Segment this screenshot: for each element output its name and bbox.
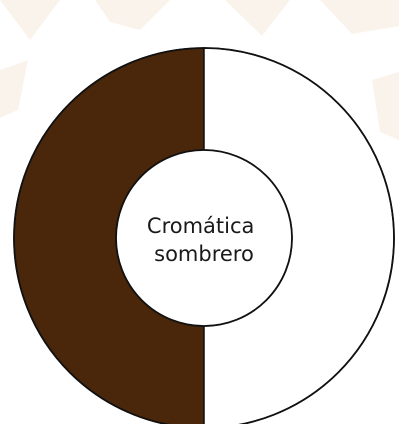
background-shape	[95, 0, 170, 30]
donut-center-hole	[115, 149, 293, 327]
donut-outer-outline	[13, 47, 395, 424]
center-label: Cromática sombrero	[147, 214, 261, 266]
background-shape	[372, 72, 399, 140]
background-shape	[225, 0, 290, 36]
background-watermark	[0, 0, 399, 140]
center-label-line-1: Cromática	[147, 214, 255, 238]
background-shape	[320, 0, 399, 34]
background-shape	[0, 0, 60, 40]
center-label-line-2: sombrero	[154, 242, 254, 266]
background-shape	[0, 60, 28, 118]
